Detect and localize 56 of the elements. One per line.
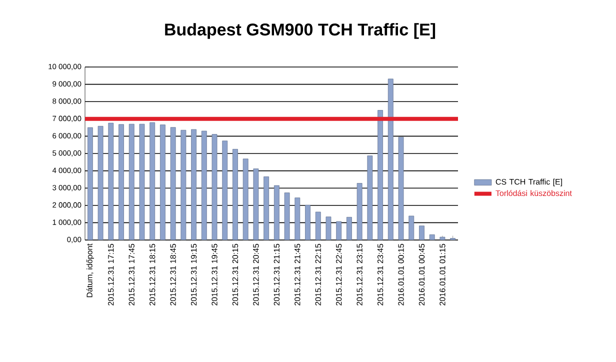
bar — [170, 127, 176, 240]
bar — [150, 122, 156, 240]
bar — [139, 124, 145, 240]
x-tick-label: 2016.01.01 00:15 — [398, 244, 404, 306]
bar — [180, 130, 186, 240]
bar — [118, 124, 124, 240]
bar — [367, 156, 373, 240]
bar — [87, 127, 93, 240]
x-tick-label: 2015.12.31 23:45 — [377, 244, 384, 306]
bar — [388, 78, 394, 240]
bar — [408, 216, 414, 240]
bar — [98, 126, 104, 240]
bar — [108, 122, 114, 240]
bar — [315, 212, 321, 240]
x-tick-label: 2016.01.01 01:15 — [440, 244, 446, 306]
bar — [264, 176, 270, 240]
x-tick-label: 2015.12.31 19:45 — [212, 244, 218, 306]
bar — [160, 124, 166, 240]
bar — [128, 124, 134, 240]
x-tick-label: 2015.12.31 19:15 — [190, 244, 197, 306]
x-tick-label: 2016.01.01 00:45 — [418, 244, 425, 306]
legend-label: CS TCH Traffic [E] — [496, 178, 562, 186]
x-tick-label: 2015.12.31 18:45 — [170, 244, 176, 306]
bar — [284, 192, 290, 240]
legend-label: Torlódási küszöbszint — [496, 190, 572, 196]
chart-title: Budapest GSM900 TCH Traffic [E] — [165, 23, 436, 39]
bar — [429, 234, 435, 240]
bar — [191, 129, 196, 240]
x-tick-label: 2015.12.31 20:45 — [253, 244, 259, 306]
x-tick-label: 2015.12.31 17:15 — [108, 244, 114, 306]
bar — [253, 168, 259, 240]
x-tick-label: 2015.12.31 22:15 — [315, 244, 321, 306]
bar — [242, 158, 248, 240]
x-tick-label: 2015.12.31 20:15 — [232, 244, 238, 306]
bar — [378, 110, 383, 240]
x-tick-label: 2015.12.31 18:15 — [150, 244, 156, 306]
x-tick-label: 2015.12.31 22:45 — [336, 244, 342, 306]
bar — [232, 148, 238, 240]
bar — [356, 183, 362, 240]
x-tick-label: 2015.12.31 23:15 — [356, 244, 362, 306]
bar — [440, 236, 446, 240]
bar — [398, 136, 404, 240]
bar — [222, 140, 228, 240]
bar — [336, 221, 342, 240]
bar — [346, 216, 352, 240]
x-tick-label: 2015.12.31 21:15 — [274, 244, 280, 306]
x-tick-label: 2015.12.31 17:45 — [128, 244, 134, 306]
bar — [201, 130, 207, 240]
bar — [419, 226, 424, 240]
bar — [326, 216, 332, 240]
bar — [212, 134, 218, 240]
bar — [305, 204, 310, 240]
x-tick-label: Dátum, időpont — [86, 244, 94, 298]
bar — [274, 185, 280, 240]
x-tick-label: 2015.12.31 21:45 — [294, 244, 300, 306]
bar — [294, 198, 300, 240]
